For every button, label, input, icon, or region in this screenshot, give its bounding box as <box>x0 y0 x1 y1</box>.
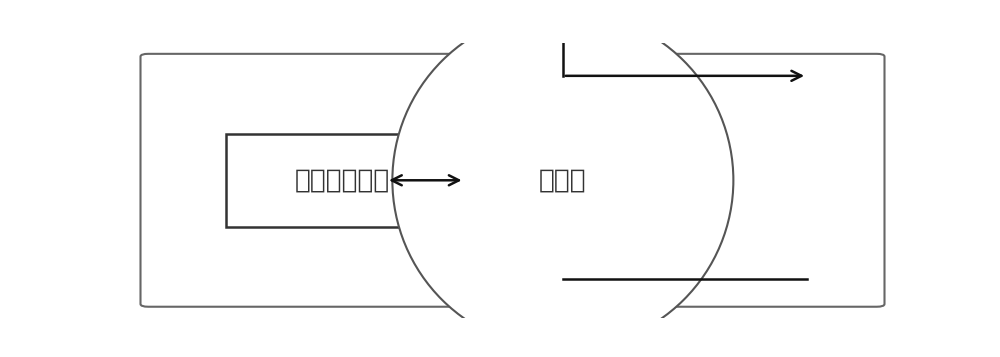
Bar <box>226 134 458 227</box>
FancyBboxPatch shape <box>140 54 885 307</box>
Text: 收发共用天线: 收发共用天线 <box>294 167 390 193</box>
Ellipse shape <box>392 11 733 350</box>
Text: 环形器: 环形器 <box>539 167 587 193</box>
